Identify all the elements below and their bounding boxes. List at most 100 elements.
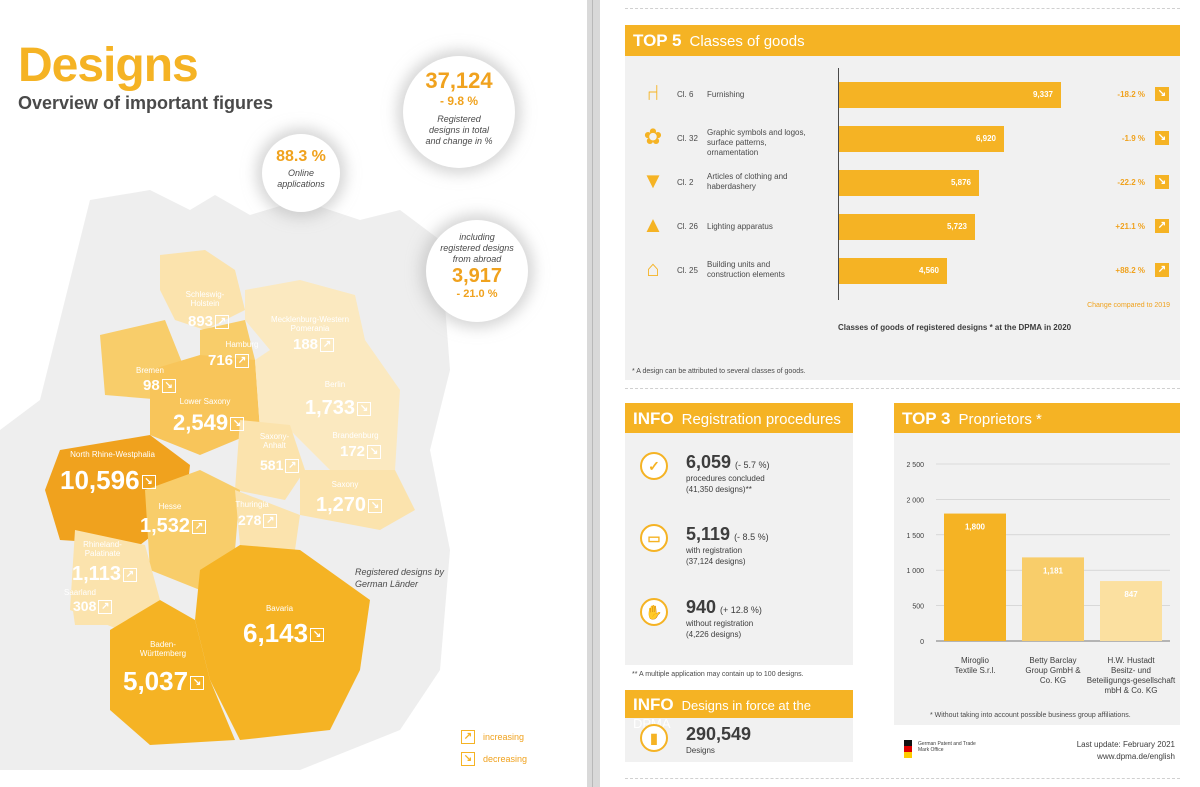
class-number: Cl. 25	[677, 266, 698, 275]
info1-label: Registration procedures	[681, 411, 841, 428]
change-percent: -22.2 %	[1117, 178, 1145, 187]
top5-bar: 5,723	[839, 214, 975, 240]
state-lower-saxony	[150, 355, 260, 455]
info1-pct: (+ 12.8 %)	[720, 605, 762, 615]
bar-value-label: 5,876	[950, 178, 971, 187]
info1-num: 5,119	[686, 524, 731, 544]
class-number: Cl. 6	[677, 90, 694, 99]
germany-map	[0, 190, 450, 770]
top5-axis	[838, 68, 839, 300]
map-caption: Registered designs by German Länder	[355, 567, 445, 589]
class-description: Graphic symbols and logos, surface patte…	[707, 128, 806, 157]
state-value: 188 ↗	[293, 336, 335, 353]
info2-num: 290,549	[686, 724, 752, 744]
state-value: 6,143 ↘	[243, 618, 325, 649]
state-label: Rhineland-Palatinate	[83, 540, 122, 558]
top5-bar: 9,337	[839, 82, 1061, 108]
increasing-icon: ↗	[1155, 263, 1169, 277]
state-label: Lower Saxony	[179, 397, 231, 406]
left-page: Designs Overview of important figures	[0, 0, 587, 787]
top5-chart-caption: Classes of goods of registered designs *…	[838, 323, 1072, 332]
info2-key: INFO	[633, 695, 674, 714]
state-saxony	[300, 470, 415, 530]
class-description: Articles of clothing and haberdashery	[707, 172, 788, 191]
state-label: Saxony-Anhalt	[259, 432, 290, 450]
state-value: 172 ↘	[340, 443, 382, 460]
state-value: 2,549 ↘	[173, 410, 245, 436]
y-tick-label: 2 000	[906, 497, 924, 504]
top5-bar: 4,560	[839, 258, 947, 284]
state-label: Mecklenburg-Western Pomerania	[270, 315, 350, 333]
top3-header: TOP 3 Proprietors *	[894, 403, 1180, 433]
bar-value-label: 1,800	[965, 523, 986, 532]
legend-decreasing: decreasing	[483, 754, 528, 764]
bar-value-label: 4,560	[918, 266, 939, 275]
divider	[625, 388, 1180, 389]
state-value: 1,733 ↘	[305, 397, 372, 420]
top5-footnote: * A design can be attributed to several …	[632, 368, 806, 375]
state-baden-wuerttemberg	[110, 600, 235, 745]
page-title: Designs	[18, 39, 199, 92]
decreasing-icon: ↘	[461, 752, 475, 766]
website-link[interactable]: www.dpma.de/english	[1097, 752, 1175, 761]
top3-bar	[1022, 557, 1084, 641]
y-tick-label: 1 000	[906, 568, 924, 575]
state-value: 1,113 ↗	[72, 563, 137, 586]
bar-value-label: 1,181	[1043, 566, 1064, 575]
shirt-icon: ▼	[642, 168, 664, 193]
state-value: 308 ↗	[73, 598, 113, 615]
state-brandenburg	[255, 340, 400, 470]
lamp-icon: ▲	[642, 212, 664, 237]
decreasing-icon: ↘	[1155, 175, 1169, 189]
state-value: 278 ↗	[238, 512, 278, 529]
bar-value-label: 9,337	[1032, 90, 1053, 99]
state-label: Brandenburg	[332, 431, 379, 440]
bar-value-label: 847	[1124, 590, 1138, 599]
state-mecklenburg	[245, 280, 365, 355]
class-description: Building units and construction elements	[707, 260, 785, 279]
state-label: Baden-Württemberg	[139, 640, 187, 658]
top3-footnote: * Without taking into account possible b…	[930, 712, 1131, 719]
category-label: Miroglio Textile S.r.l.	[955, 656, 996, 675]
state-thuringia	[235, 490, 300, 550]
abroad-change: - 21.0 %	[456, 288, 498, 300]
class-number: Cl. 26	[677, 222, 698, 231]
top5-bar: 5,876	[839, 170, 979, 196]
state-value: 10,596 ↘	[60, 465, 156, 496]
class-number: Cl. 32	[677, 134, 698, 143]
total-change: - 9.8 %	[439, 94, 478, 108]
abroad-circle: including registered designs from abroad…	[426, 220, 528, 322]
abroad-caption: including registered designs from abroad	[440, 232, 514, 264]
state-label: Bavaria	[265, 604, 294, 613]
top3-chart: 0 500 1 000 1 500 2 000 2 500 1,800 Miroglio Tex…	[906, 462, 1176, 695]
state-bavaria	[195, 545, 370, 740]
hand-icon: ✋	[640, 598, 668, 626]
state-saarland	[70, 590, 120, 625]
state-value: 1,270 ↘	[316, 494, 383, 517]
info1-num: 940	[686, 597, 717, 617]
state-value: 98 ↘	[143, 377, 176, 394]
house-icon: ⌂	[646, 256, 660, 281]
state-value: 893 ↗	[188, 313, 230, 330]
change-percent: +21.1 %	[1115, 222, 1145, 231]
info1-pct: (- 8.5 %)	[734, 532, 769, 542]
bar-value-label: 5,723	[946, 222, 967, 231]
info2-desc: Designs	[686, 746, 715, 755]
y-tick-label: 0	[920, 639, 924, 646]
legend-increasing: increasing	[483, 732, 525, 742]
bar-value-label: 6,920	[975, 134, 996, 143]
increasing-icon: ↗	[461, 730, 475, 744]
top5-header: TOP 5 Classes of goods	[625, 25, 1180, 56]
agency-name: German Patent and Trade Mark Office	[918, 741, 976, 753]
state-label: Berlin	[324, 380, 346, 389]
info1-item: 940 (+ 12.8 %) without registration (4,22…	[686, 597, 762, 640]
info1-header: INFO Registration procedures	[625, 403, 853, 433]
category-label: H.W. Hustadt Besitz- und Beteiligungs-gese…	[1087, 656, 1176, 695]
top3-bar	[944, 513, 1006, 641]
state-schleswig-holstein	[160, 250, 245, 330]
state-label: Saxony	[331, 480, 359, 489]
info1-item: 6,059 (- 5.7 %) procedures concluded (41,…	[686, 452, 770, 495]
state-label: Thuringia	[235, 500, 269, 509]
info1-key: INFO	[633, 409, 674, 428]
